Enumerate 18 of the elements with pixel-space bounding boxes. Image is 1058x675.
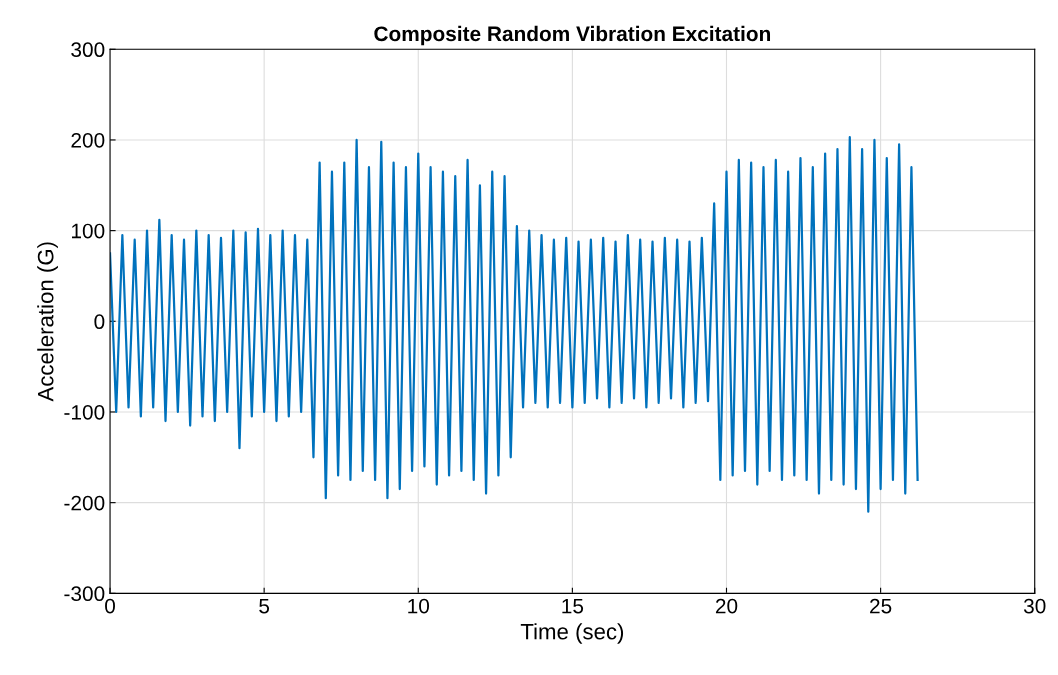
y-tick-label: -300 <box>64 586 105 602</box>
y-tick-label: 0 <box>94 314 105 330</box>
x-tick-label: 0 <box>105 598 116 614</box>
x-tick-label: 10 <box>408 598 430 614</box>
x-tick-label: 30 <box>1023 598 1046 614</box>
x-tick-label: 5 <box>259 598 270 614</box>
y-tick-label: -200 <box>64 495 105 511</box>
chart-title: Composite Random Vibration Excitation <box>374 25 771 46</box>
y-tick-label: -100 <box>64 404 105 420</box>
x-tick-label: 20 <box>715 598 738 614</box>
line-series <box>110 136 919 513</box>
y-tick-label: 100 <box>72 223 105 239</box>
y-tick-label: 200 <box>71 132 105 148</box>
x-axis-title: Time (sec) <box>520 623 624 644</box>
x-tick-label: 25 <box>870 598 892 614</box>
y-tick-label: 300 <box>71 42 105 58</box>
x-tick-label: 15 <box>562 598 584 614</box>
y-axis-title: Acceleration (G) <box>37 242 58 402</box>
